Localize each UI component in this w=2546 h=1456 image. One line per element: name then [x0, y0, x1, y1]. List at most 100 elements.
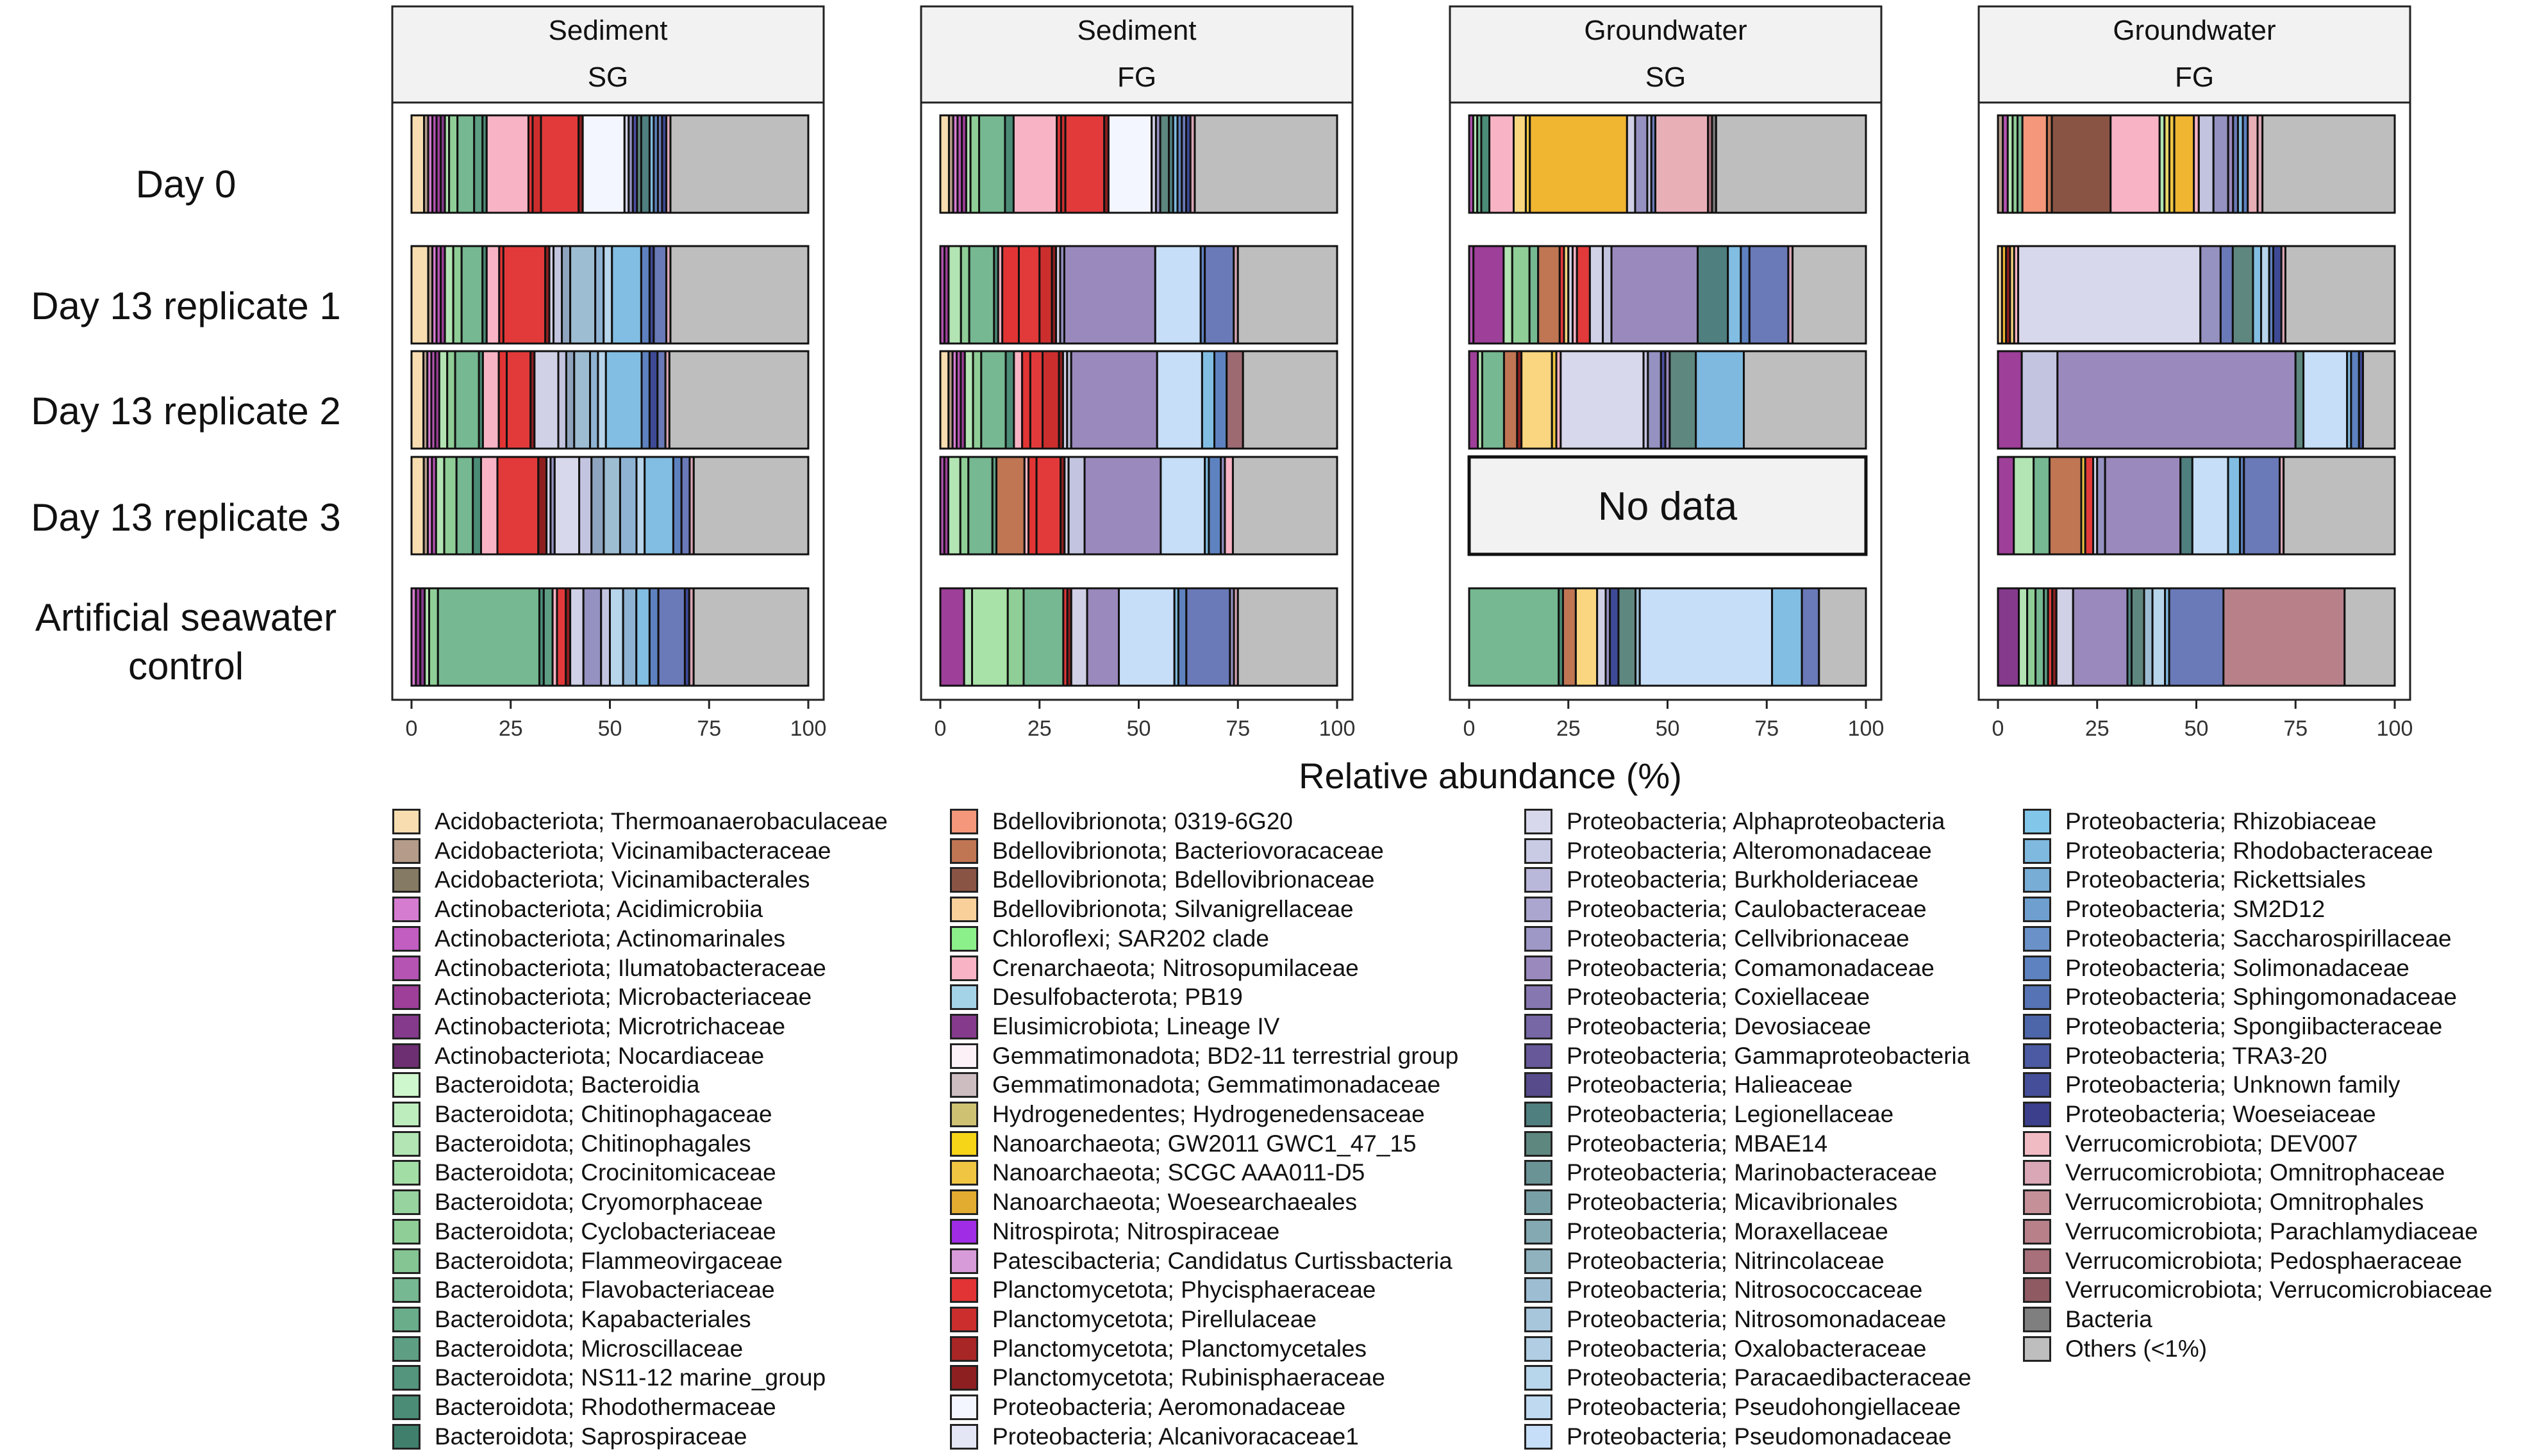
x-tick-label: 25 [1556, 716, 1581, 741]
legend-swatch [392, 1277, 420, 1303]
bar-segment [2247, 114, 2259, 214]
bar-segment [460, 245, 484, 345]
bar-segment [2191, 456, 2229, 556]
legend-swatch [2023, 1336, 2051, 1362]
legend-item: Proteobacteria; Caulobacteraceae [1524, 895, 1927, 923]
bar-segment [2143, 587, 2154, 687]
legend-label: Proteobacteria; Rhizobiaceae [2065, 808, 2377, 834]
bar-segment [2051, 114, 2112, 214]
legend-swatch [1524, 1336, 1552, 1362]
legend-swatch [392, 1306, 420, 1332]
legend-item: Actinobacteriota; Microtrichaceae [392, 1013, 785, 1041]
legend-swatch [950, 1160, 978, 1186]
legend-label: Actinobacteriota; Actinomarinales [435, 925, 786, 952]
legend-label: Gemmatimonadota; BD2-11 terrestrial grou… [992, 1042, 1459, 1069]
bar-outline [410, 350, 810, 450]
panel-strip [1449, 5, 1883, 104]
bar-segment [972, 350, 983, 450]
bar-segment [2131, 587, 2145, 687]
bar-outline [939, 114, 1338, 214]
bar-segment [561, 245, 572, 345]
panel: Sediment SG 0 25 50 75 100 [391, 5, 826, 741]
legend-label: Planctomycetota; Pirellulaceae [992, 1305, 1317, 1332]
bar-segment [2179, 456, 2193, 556]
bar-segment [2222, 587, 2346, 687]
bar-segment [1697, 245, 1729, 345]
bar-segment [1018, 245, 1041, 345]
bar-segment [1083, 456, 1162, 556]
legend-swatch [2023, 1013, 2051, 1039]
legend-label: Bacteroidota; Rhodothermaceae [435, 1394, 776, 1420]
legend-item: Patescibacteria; Candidatus Curtissbacte… [950, 1247, 1452, 1275]
legend-swatch [2023, 897, 2051, 923]
legend-swatch [392, 925, 420, 952]
legend-swatch [1524, 1218, 1552, 1245]
legend-swatch [2023, 925, 2051, 952]
legend-swatch [1524, 1072, 1552, 1098]
legend-item: Proteobacteria; Gammaproteobacteria [1524, 1042, 1970, 1070]
legend-label: Proteobacteria; Aeromonadaceae [992, 1394, 1346, 1420]
bar-segment [573, 350, 592, 450]
bar-segment [1013, 350, 1024, 450]
bar-segment [542, 587, 554, 687]
legend-item: Bacteroidota; Flavobacteriaceae [392, 1276, 775, 1304]
bar-segment [1006, 587, 1025, 687]
bar-segment [963, 587, 974, 687]
legend-swatch [950, 1043, 978, 1069]
bar-segment [582, 587, 603, 687]
legend-label: Proteobacteria; TRA3-20 [2065, 1042, 2327, 1069]
bar-segment [604, 350, 643, 450]
legend-label: Nitrospirota; Nitrospiraceae [992, 1218, 1280, 1245]
bar-segment [410, 350, 425, 450]
x-tick-label: 25 [1028, 716, 1052, 741]
bar-segment [2284, 245, 2396, 345]
legend-swatch [950, 809, 978, 834]
bar-segment [1156, 350, 1203, 450]
legend-swatch [950, 867, 978, 893]
bar-segment [1236, 587, 1338, 687]
legend-swatch [392, 955, 420, 981]
bar-segment [1213, 350, 1228, 450]
bar-segment [454, 350, 480, 450]
legend-item: Bacteroidota; Saprospiraceae [392, 1423, 747, 1451]
x-tick-label: 100 [1848, 716, 1885, 741]
legend-item: Bacteroidota; Kapabacteriales [392, 1305, 751, 1334]
bar-segment [537, 456, 548, 556]
legend-swatch [2023, 1218, 2051, 1245]
legend-label: Acidobacteriota; Thermoanaerobaculaceae [435, 808, 888, 834]
legend-label: Proteobacteria; Oxalobacteraceae [1567, 1335, 1927, 1362]
bar-segment [1004, 350, 1015, 450]
legend-swatch [2023, 838, 2051, 864]
bar-segment [1818, 587, 1867, 687]
bar-segment [969, 114, 981, 214]
legend-swatch [1524, 838, 1552, 864]
bar-segment [692, 587, 810, 687]
legend-swatch [950, 838, 978, 864]
legend-swatch [392, 838, 420, 864]
legend-item: Proteobacteria; Rhodobacteraceae [2023, 837, 2433, 865]
bar-segment [556, 587, 567, 687]
legend-swatch [392, 1189, 420, 1216]
bar-segment [533, 350, 560, 450]
bar-segment [611, 245, 642, 345]
legend-label: Bacteria [2065, 1305, 2152, 1332]
legend-label: Proteobacteria; Micavibrionales [1567, 1189, 1898, 1216]
legend-label: Chloroflexi; SAR202 clade [992, 925, 1269, 952]
bar-segment [640, 245, 651, 345]
bar-segment [603, 456, 621, 556]
bar-segment [1529, 114, 1628, 214]
legend-item: Bacteroidota; Bacteroidia [392, 1071, 699, 1099]
bar-segment [1488, 114, 1515, 214]
legend-item: Proteobacteria; Alphaproteobacteria [1524, 807, 1945, 836]
legend-item: Gemmatimonadota; BD2-11 terrestrial grou… [950, 1042, 1458, 1070]
legend-label: Bacteroidota; Chitinophagales [435, 1130, 751, 1157]
legend-swatch [392, 984, 420, 1011]
bar-segment [1028, 456, 1038, 556]
legend-label: Proteobacteria; Rhodobacteraceae [2065, 837, 2433, 864]
legend-item: Proteobacteria; Marinobacteraceae [1524, 1159, 1937, 1187]
x-tick-label: 75 [1226, 716, 1250, 741]
legend-swatch [2023, 1043, 2051, 1069]
legend-label: Bacteroidota; Microscillaceae [435, 1335, 744, 1362]
bar-segment [1748, 245, 1790, 345]
bar-segment [635, 587, 651, 687]
